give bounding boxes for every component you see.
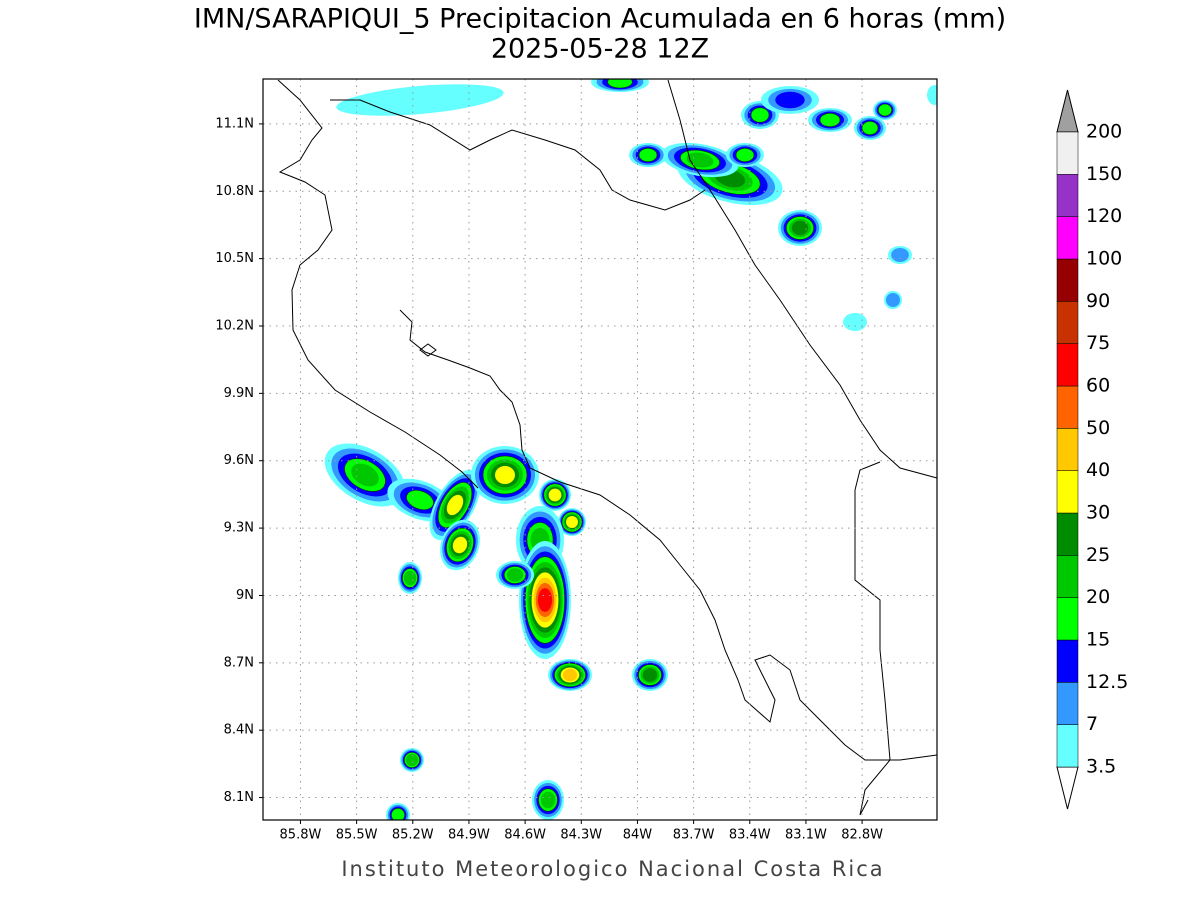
precip-contour	[495, 466, 515, 484]
colorbar-arrow-low	[1056, 766, 1079, 810]
colorbar-box	[1056, 724, 1079, 768]
precip-contour	[791, 220, 809, 236]
precip-contour	[548, 488, 562, 502]
lon-tick-label: 85.2W	[392, 828, 434, 843]
lon-tick-label: 85.5W	[336, 828, 378, 843]
colorbar-label: 25	[1086, 544, 1110, 566]
lat-tick-label: 9.9N	[224, 386, 254, 401]
colorbar-label: 7	[1086, 713, 1098, 735]
precip-contour	[446, 494, 464, 516]
precip-contour	[336, 84, 504, 116]
colorbar-label: 120	[1086, 205, 1122, 227]
map-frame	[262, 78, 938, 821]
lon-tick-label: 82.8W	[841, 828, 883, 843]
lat-tick-label: 11.1N	[215, 116, 254, 131]
colorbar-label: 20	[1086, 586, 1110, 608]
lon-tick-label: 84.6W	[504, 828, 546, 843]
precip-contour	[886, 293, 900, 307]
colorbar-label: 150	[1086, 163, 1122, 185]
colorbar-box	[1056, 682, 1079, 725]
colorbar-box	[1056, 470, 1079, 514]
colorbar-box	[1056, 555, 1079, 598]
colorbar-box	[1056, 301, 1079, 344]
colorbar-box	[1056, 597, 1079, 641]
precip-contour	[452, 536, 468, 554]
lat-tick-label: 8.7N	[224, 655, 254, 670]
axis-labels: 85.8W 85.5W 85.2W 84.9W 84.6W 84.3W 84W 83.7W 83…	[215, 116, 883, 842]
colorbar-label: 30	[1086, 502, 1110, 524]
lon-tick-label: 83.1W	[785, 828, 827, 843]
title: IMN/SARAPIQUI_5 Precipitacion Acumulada …	[194, 4, 1006, 35]
coastline	[277, 79, 479, 489]
precip-contour	[540, 791, 556, 809]
precip-contour	[537, 588, 553, 612]
footer: Instituto Meteorologico Nacional Costa R…	[341, 857, 884, 881]
lat-tick-label: 10.5N	[215, 251, 254, 266]
lat-tick-label: 9.3N	[224, 521, 254, 536]
precip-contour	[566, 516, 578, 528]
colorbar-label: 15	[1086, 629, 1110, 651]
colorbar-label: 60	[1086, 375, 1110, 397]
precip-contour	[819, 113, 841, 127]
coastline	[419, 343, 437, 357]
colorbar-box	[1056, 174, 1079, 217]
coastline	[330, 99, 706, 211]
grid	[263, 79, 937, 820]
lon-tick-label: 84.3W	[560, 828, 602, 843]
precip-contour	[861, 121, 879, 135]
precip-contour	[351, 463, 379, 487]
precip-contour	[750, 107, 770, 123]
precip-contour	[735, 148, 755, 162]
precip-contour	[891, 248, 909, 262]
lat-tick-label: 9.6N	[224, 453, 254, 468]
precip-contour	[927, 85, 937, 105]
precip-contour	[562, 668, 578, 682]
colorbar-label: 40	[1086, 459, 1110, 481]
colorbar-label: 12.5	[1086, 671, 1128, 693]
precip-contour	[843, 313, 867, 331]
precip-field	[324, 79, 937, 820]
lon-tick-label: 83.7W	[673, 828, 715, 843]
precip-contour	[775, 91, 805, 109]
colorbar-box	[1056, 216, 1079, 260]
colorbar-box	[1056, 639, 1079, 683]
precip-contour	[506, 568, 524, 582]
precip-contour	[405, 753, 419, 767]
colorbar-box	[1056, 385, 1079, 429]
colorbar-label: 90	[1086, 290, 1110, 312]
colorbar-label: 50	[1086, 417, 1110, 439]
lon-tick-label: 83.4W	[729, 828, 771, 843]
lat-tick-label: 10.2N	[215, 319, 254, 334]
precip-contour	[642, 668, 658, 682]
colorbar: 3.5 7 12.5 15 20 25 30 40 50 60 75 90 100 120 150 200	[1056, 89, 1128, 810]
subtitle: 2025-05-28 12Z	[491, 34, 709, 65]
colorbar-box	[1056, 512, 1079, 556]
colorbar-box	[1056, 428, 1079, 471]
lon-tick-label: 84W	[623, 828, 653, 843]
precip-contour	[403, 570, 417, 586]
colorbar-box	[1056, 343, 1079, 387]
precip-contour	[607, 79, 633, 89]
precip-contour	[878, 103, 892, 117]
lon-tick-label: 84.9W	[448, 828, 490, 843]
coastline	[667, 79, 938, 479]
colorbar-label: 100	[1086, 248, 1122, 270]
lat-tick-label: 9N	[236, 588, 254, 603]
colorbar-label: 75	[1086, 332, 1110, 354]
colorbar-box	[1056, 131, 1079, 175]
coastline	[854, 461, 891, 816]
colorbar-arrow-high	[1056, 89, 1079, 133]
precip-contour	[391, 808, 405, 820]
lat-tick-label: 8.4N	[224, 723, 254, 738]
lat-tick-label: 8.1N	[224, 790, 254, 805]
precip-contour	[638, 148, 658, 162]
lon-tick-label: 85.8W	[280, 828, 322, 843]
colorbar-box	[1056, 258, 1079, 302]
colorbar-label: 200	[1086, 121, 1122, 143]
coastlines	[277, 79, 938, 816]
lat-tick-label: 10.8N	[215, 184, 254, 199]
coastline	[399, 309, 938, 761]
colorbar-label: 3.5	[1086, 756, 1116, 778]
